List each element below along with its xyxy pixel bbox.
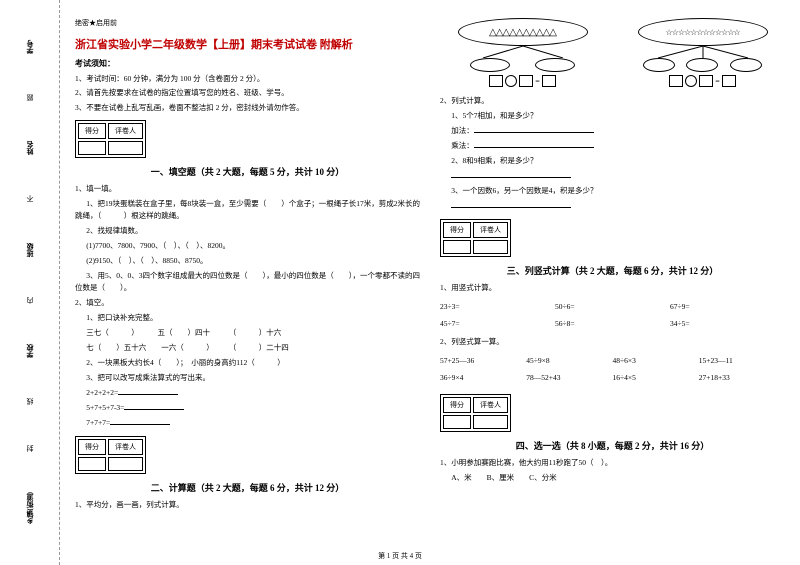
binding-label-0: 学号 — [25, 40, 35, 54]
binding-edge: 学号 题 姓名 不 班级 内 学校 线 封 乡镇(街道) — [0, 0, 60, 565]
vert2-r2: 36÷9×478—52+4316÷4×527+18+33 — [440, 373, 785, 382]
score-box-3: 得分评卷人 — [440, 219, 511, 257]
q1-title: 1、填一填。 — [75, 183, 420, 195]
section-4-title: 四、选一选（共 8 小题，每题 2 分，共计 16 分） — [440, 439, 785, 452]
q2-e1: 2+2+2+2= — [75, 387, 420, 399]
star-icons: ☆☆☆☆☆☆☆☆☆☆☆☆ — [665, 28, 739, 37]
q1-2: 2、找规律填数。 — [75, 225, 420, 237]
section-3-title: 三、列竖式计算（共 2 大题，每题 6 分，共计 12 分） — [440, 264, 785, 277]
calc2-3l — [440, 200, 785, 212]
vert1-r1: 23÷3=50÷6=67÷9= — [440, 302, 785, 311]
q1-4: (2)9150、（ ）、（ ）、8850、8750。 — [75, 255, 420, 267]
calc2-1: 1、5个7相加，和是多少？ — [440, 110, 785, 122]
binding-mark-3: 线 — [25, 398, 35, 405]
calc2-mul: 乘法： — [440, 140, 785, 152]
diagram-triangles: △△△△△△△△△△ = — [440, 18, 605, 87]
q2-row2: 七（ ）五十六 一六（ ） （ ）二十四 — [75, 342, 420, 354]
notice-3: 3、不要在试卷上乱写乱画，卷面不整洁扣 2 分，密封线外请勿作答。 — [75, 102, 420, 113]
section-1-title: 一、填空题（共 2 大题，每题 5 分，共计 10 分） — [75, 165, 420, 178]
calc1: 1、平均分，画一画，列式计算。 — [75, 499, 420, 511]
binding-label-3: 学校 — [25, 344, 35, 358]
left-column: 绝密★启用前 浙江省实验小学二年级数学【上册】期末考试试卷 附解析 考试须知： … — [75, 18, 420, 555]
binding-label-1: 姓名 — [25, 141, 35, 155]
notice-2: 2、请首先按要求在试卷的指定位置填写您的姓名、班级、学号。 — [75, 87, 420, 98]
q2-e3: 7+7+7= — [75, 417, 420, 429]
q2-e2: 5+7+5+7-3= — [75, 402, 420, 414]
notice-1: 1、考试时间：60 分钟，满分为 100 分（含卷面分 2 分）。 — [75, 73, 420, 84]
q2-row1: 三七（ ） 五（ ）四十 （ ）十六 — [75, 327, 420, 339]
page-footer: 第 1 页 共 4 页 — [378, 551, 422, 561]
q2-sub2: 2、一块黑板大约长4（ ）； 小丽的身高约112（ ） — [75, 357, 420, 369]
diagram-stars: ☆☆☆☆☆☆☆☆☆☆☆☆ = — [620, 18, 785, 87]
score-box-4: 得分评卷人 — [440, 394, 511, 432]
triangle-icons: △△△△△△△△△△ — [489, 27, 556, 38]
right-column: △△△△△△△△△△ = ☆☆☆☆☆☆☆☆☆☆☆☆ = 2、列式计算。 1、5个… — [440, 18, 785, 555]
binding-label-2: 班级 — [25, 243, 35, 257]
vert2-r1: 57+25—3645÷9×848÷6×315+23—11 — [440, 356, 785, 365]
q2-title: 2、填空。 — [75, 297, 420, 309]
binding-mark-0: 题 — [25, 94, 35, 101]
calc2-3: 3、一个因数6，另一个因数是4，积是多少？ — [440, 185, 785, 197]
choice1-opts: A、米 B、厘米 C、分米 — [440, 472, 785, 484]
calc2-2l — [440, 170, 785, 182]
score-box-2: 得分评卷人 — [75, 436, 146, 474]
q1-1: 1、把19块蛋糕装在盒子里，每8块装一盒，至少需要（ ）个盒子；一根绳子长17米… — [75, 198, 420, 222]
section-2-title: 二、计算题（共 2 大题，每题 6 分，共计 12 分） — [75, 481, 420, 494]
vert1-r2: 45÷7=56÷8=34÷5= — [440, 319, 785, 328]
binding-mark-2: 内 — [25, 297, 35, 304]
q2-sub1: 1、把口诀补充完整。 — [75, 312, 420, 324]
secret-mark: 绝密★启用前 — [75, 18, 420, 28]
calc2-add: 加法： — [440, 125, 785, 137]
binding-mark-4: 封 — [25, 445, 35, 452]
q1-3: (1)7700、7800、7900、（ ）、（ ）、8200。 — [75, 240, 420, 252]
q2-sub3: 3、把可以改写成乘法算式的写出来。 — [75, 372, 420, 384]
binding-label-4: 乡镇(街道) — [25, 492, 35, 525]
vert1-title: 1、用竖式计算。 — [440, 282, 785, 294]
vert2-title: 2、列竖式算一算。 — [440, 336, 785, 348]
binding-mark-1: 不 — [25, 195, 35, 202]
exam-title: 浙江省实验小学二年级数学【上册】期末考试试卷 附解析 — [75, 36, 420, 52]
choice1-q: 1、小明参加赛跑比赛，他大约用11秒跑了50（ ）。 — [440, 457, 785, 469]
diagrams: △△△△△△△△△△ = ☆☆☆☆☆☆☆☆☆☆☆☆ = — [440, 18, 785, 87]
score-box-1: 得分评卷人 — [75, 120, 146, 158]
page-content: 绝密★启用前 浙江省实验小学二年级数学【上册】期末考试试卷 附解析 考试须知： … — [60, 0, 800, 565]
calc2-title: 2、列式计算。 — [440, 95, 785, 107]
notice-title: 考试须知： — [75, 58, 420, 69]
q1-5: 3、用5、0、0、3四个数字组成最大的四位数是（ ），最小的四位数是（ ），一个… — [75, 270, 420, 294]
calc2-2: 2、8和9相乘，积是多少？ — [440, 155, 785, 167]
